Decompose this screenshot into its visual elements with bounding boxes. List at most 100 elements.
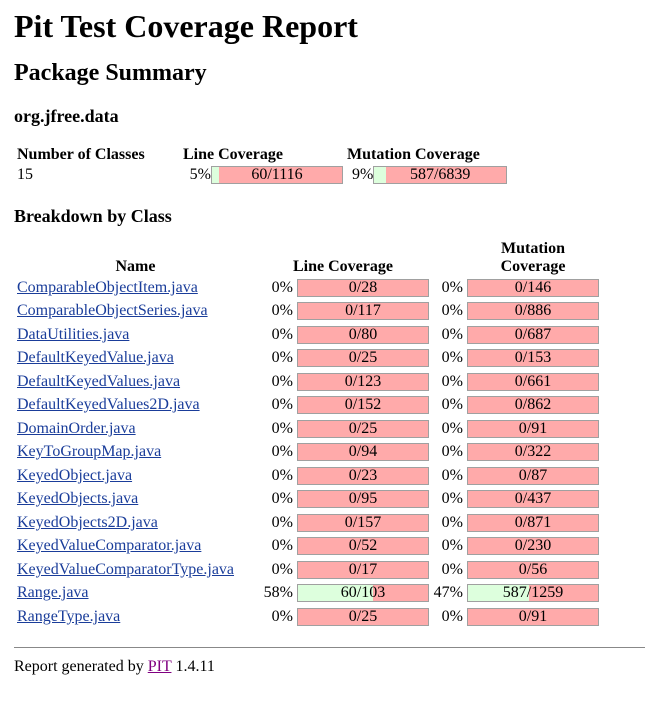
- table-row: KeyedValueComparator.java 0% 0/52 0% 0/230: [14, 535, 599, 559]
- mutation-coverage-text: 0/153: [514, 349, 552, 367]
- line-coverage-text: 0/17: [348, 560, 378, 578]
- table-row: DefaultKeyedValues.java 0% 0/123 0% 0/661: [14, 370, 599, 394]
- footer-version: 1.4.11: [175, 657, 215, 675]
- mutation-coverage-bar: 0/886: [467, 302, 599, 321]
- class-link[interactable]: DefaultKeyedValues2D.java: [17, 396, 200, 414]
- line-coverage-bar: 0/80: [297, 325, 429, 344]
- line-coverage-bar: 0/28: [297, 278, 429, 297]
- class-link[interactable]: ComparableObjectSeries.java: [17, 302, 208, 320]
- line-coverage-percent: 0%: [271, 419, 293, 437]
- package-name: org.jfree.data: [14, 106, 119, 126]
- mutation-coverage-percent: 0%: [441, 372, 463, 390]
- class-link[interactable]: DomainOrder.java: [17, 419, 136, 437]
- line-coverage-fill: [212, 167, 220, 183]
- mutation-coverage-bar: 0/91: [467, 607, 599, 626]
- line-coverage-column-header: Line Coverage: [293, 258, 393, 275]
- line-coverage-bar: 0/25: [297, 349, 429, 368]
- line-coverage-text: 60/103: [340, 584, 386, 602]
- mutation-coverage-bar: 0/871: [467, 513, 599, 532]
- footer-prefix: Report generated by: [14, 657, 144, 675]
- mutation-coverage-text: 587/1259: [502, 584, 564, 602]
- line-coverage-bar: 60/103: [297, 584, 429, 603]
- mutation-coverage-text: 0/56: [518, 560, 548, 578]
- line-coverage-bar: 0/94: [297, 443, 429, 462]
- line-coverage-bar: 0/152: [297, 396, 429, 415]
- line-coverage-percent: 0%: [271, 607, 293, 625]
- class-link[interactable]: KeyedObject.java: [17, 466, 133, 484]
- mutation-coverage-percent: 0%: [441, 278, 463, 296]
- line-coverage-percent: 0%: [271, 372, 293, 390]
- class-link[interactable]: RangeType.java: [17, 607, 121, 625]
- table-row: DomainOrder.java 0% 0/25 0% 0/91: [14, 417, 599, 441]
- class-link[interactable]: DefaultKeyedValues.java: [17, 372, 181, 390]
- mutation-coverage-percent: 0%: [441, 607, 463, 625]
- page-title: Pit Test Coverage Report: [14, 8, 358, 44]
- line-coverage-text: 0/95: [348, 490, 378, 508]
- mutation-coverage-percent: 0%: [441, 466, 463, 484]
- mutation-coverage-percent: 0%: [441, 325, 463, 343]
- line-coverage-text: 0/94: [348, 443, 378, 461]
- line-coverage-bar: 0/23: [297, 466, 429, 485]
- line-coverage-bar: 0/25: [297, 419, 429, 438]
- mutation-coverage-text: 0/91: [518, 607, 548, 625]
- mutation-coverage-bar: 0/56: [467, 560, 599, 579]
- table-row: KeyedObjects.java 0% 0/95 0% 0/437: [14, 488, 599, 512]
- mutation-coverage-bar: 587/6839: [373, 166, 507, 184]
- line-coverage-percent: 0%: [271, 349, 293, 367]
- class-link[interactable]: ComparableObjectItem.java: [17, 278, 198, 296]
- package-summary-table: Number of Classes Line Coverage Mutation…: [14, 144, 507, 186]
- class-link[interactable]: KeyedValueComparatorType.java: [17, 560, 235, 578]
- mutation-coverage-percent: 0%: [441, 443, 463, 461]
- line-coverage-text: 0/25: [348, 607, 378, 625]
- class-link[interactable]: KeyedObjects2D.java: [17, 513, 158, 531]
- mutation-coverage-bar: 0/661: [467, 372, 599, 391]
- line-coverage-percent: 0%: [271, 466, 293, 484]
- line-coverage-bar: 0/123: [297, 372, 429, 391]
- table-row: Range.java 58% 60/103 47% 587/1259: [14, 582, 599, 606]
- mutation-coverage-bar: 0/862: [467, 396, 599, 415]
- class-link[interactable]: KeyedObjects.java: [17, 490, 139, 508]
- mutation-coverage-fill: [374, 167, 386, 183]
- class-link[interactable]: KeyToGroupMap.java: [17, 443, 162, 461]
- mutation-coverage-text: 0/87: [518, 466, 548, 484]
- line-coverage-text: 0/117: [345, 302, 381, 320]
- line-coverage-percent: 0%: [271, 278, 293, 296]
- line-coverage-percent: 0%: [271, 537, 293, 555]
- breakdown-heading: Breakdown by Class: [14, 206, 172, 226]
- line-coverage-percent: 58%: [263, 584, 293, 602]
- line-coverage-percent: 0%: [271, 302, 293, 320]
- mutation-coverage-percent: 0%: [441, 537, 463, 555]
- line-coverage-text: 0/23: [348, 466, 378, 484]
- table-row: KeyedObject.java 0% 0/23 0% 0/87: [14, 464, 599, 488]
- class-link[interactable]: KeyedValueComparator.java: [17, 537, 202, 555]
- line-coverage-percent: 5%: [189, 166, 211, 183]
- mutation-coverage-percent: 0%: [441, 349, 463, 367]
- line-coverage-bar: 0/117: [297, 302, 429, 321]
- table-row: KeyToGroupMap.java 0% 0/94 0% 0/322: [14, 441, 599, 465]
- table-row: ComparableObjectSeries.java 0% 0/117 0% 0/88…: [14, 300, 599, 324]
- mutation-coverage-text: 0/146: [514, 278, 552, 296]
- class-link[interactable]: Range.java: [17, 584, 89, 602]
- pit-link[interactable]: PIT: [147, 657, 172, 675]
- table-row: ComparableObjectItem.java 0% 0/28 0% 0/146: [14, 276, 599, 300]
- mutation-coverage-percent: 9%: [352, 166, 374, 183]
- mutation-coverage-percent: 0%: [441, 302, 463, 320]
- line-coverage-bar: 0/25: [297, 607, 429, 626]
- class-link[interactable]: DataUtilities.java: [17, 325, 130, 343]
- table-row: DataUtilities.java 0% 0/80 0% 0/687: [14, 323, 599, 347]
- summary-row: 15 5% 60/1116 9% 587/6839: [14, 164, 507, 186]
- mutation-coverage-text: 0/437: [514, 490, 552, 508]
- mutation-coverage-percent: 0%: [441, 560, 463, 578]
- line-coverage-text: 0/52: [348, 537, 378, 555]
- class-link[interactable]: DefaultKeyedValue.java: [17, 349, 174, 367]
- line-coverage-bar: 0/17: [297, 560, 429, 579]
- mutation-coverage-percent: 0%: [441, 419, 463, 437]
- classes-header: Number of Classes: [17, 146, 145, 163]
- mutation-coverage-text: 0/687: [514, 325, 552, 343]
- mutation-coverage-bar: 0/322: [467, 443, 599, 462]
- mutation-coverage-text: 0/91: [518, 419, 548, 437]
- line-coverage-percent: 0%: [271, 443, 293, 461]
- line-coverage-header: Line Coverage: [183, 146, 283, 163]
- package-summary-heading: Package Summary: [14, 60, 207, 86]
- breakdown-table: Name Line Coverage Mutation Coverage Com…: [14, 240, 599, 629]
